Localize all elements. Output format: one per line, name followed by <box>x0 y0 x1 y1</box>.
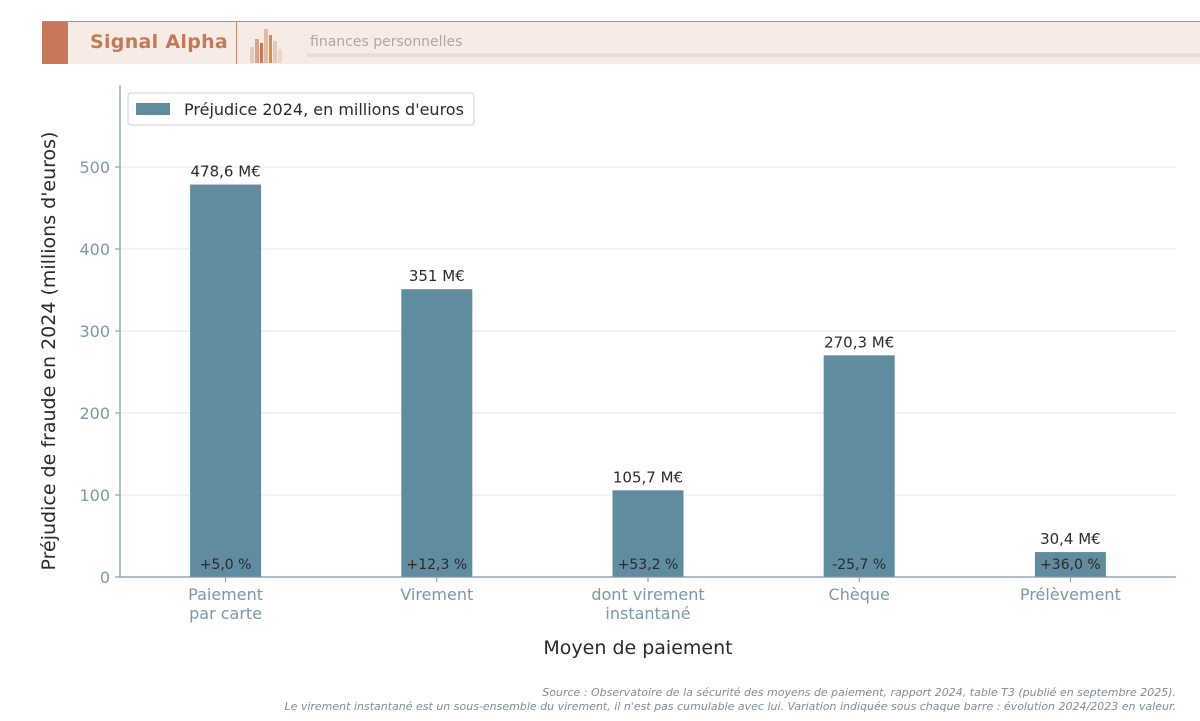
x-tick-label: Chèque <box>829 585 890 604</box>
axis-layer <box>115 85 1176 582</box>
bar-layer <box>190 184 1106 577</box>
x-tick-label: Prélèvement <box>1020 585 1121 604</box>
x-tick-label: Virement <box>400 585 473 604</box>
fraud-chart: 0 100 200 300 400 500 478,6 M€ +5,0 % Paiement pa… <box>0 70 1200 684</box>
data-label: 30,4 M€ <box>1040 530 1101 548</box>
y-tick-label: 300 <box>79 322 110 341</box>
bar-chart-logo-icon <box>250 29 282 63</box>
header-banner: Signal Alpha finances personnelles <box>42 21 1200 64</box>
bar <box>823 355 895 577</box>
legend-layer: Préjudice 2024, en millions d'euros <box>127 92 475 126</box>
legend-label: Préjudice 2024, en millions d'euros <box>184 100 464 119</box>
change-label: +5,0 % <box>200 557 252 573</box>
data-label: 351 M€ <box>409 267 465 285</box>
data-label: 270,3 M€ <box>824 333 894 351</box>
source-line-1: Source : Observatoire de la sécurité des… <box>542 686 1176 699</box>
y-tick-label: 500 <box>79 158 110 177</box>
legend-swatch <box>136 103 170 115</box>
grid-layer <box>120 166 1176 496</box>
x-tick-label: Paiement <box>188 585 263 604</box>
label-layer: 0 100 200 300 400 500 478,6 M€ +5,0 % Paiementpa… <box>38 132 1121 659</box>
y-tick-label: 0 <box>100 568 110 587</box>
bar <box>1034 552 1106 577</box>
x-tick-label: par carte <box>189 604 262 623</box>
bar <box>401 289 473 577</box>
chart-canvas: 0 100 200 300 400 500 478,6 M€ +5,0 % Paiementpa… <box>38 85 1176 659</box>
header-accent-block <box>42 22 68 64</box>
data-label: 105,7 M€ <box>613 468 683 486</box>
y-tick-label: 100 <box>79 486 110 505</box>
y-axis-title: Préjudice de fraude en 2024 (millions d'… <box>38 132 60 571</box>
data-label: 478,6 M€ <box>190 163 260 181</box>
y-tick-label: 400 <box>79 240 110 259</box>
y-tick-label: 200 <box>79 404 110 423</box>
change-label: -25,7 % <box>832 557 886 573</box>
change-label: +12,3 % <box>406 557 467 573</box>
change-label: +36,0 % <box>1040 557 1101 573</box>
change-label: +53,2 % <box>618 557 679 573</box>
source-line-2: Le virement instantané est un sous-ensem… <box>284 700 1176 713</box>
source-note: Source : Observatoire de la sécurité des… <box>284 686 1176 714</box>
tagline-rule <box>307 53 1200 57</box>
header-divider <box>236 22 237 64</box>
x-tick-label: dont virement <box>591 585 704 604</box>
brand-name: Signal Alpha <box>90 31 229 53</box>
bar <box>612 490 684 577</box>
tagline: finances personnelles <box>310 34 463 50</box>
legend-box <box>127 92 475 126</box>
bar <box>190 184 262 577</box>
x-axis-title: Moyen de paiement <box>543 637 732 659</box>
x-tick-label: instantané <box>605 604 690 623</box>
